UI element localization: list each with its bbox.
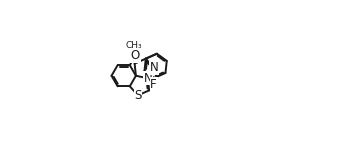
Text: N: N [143,72,152,85]
Text: F: F [150,78,157,91]
Text: S: S [134,89,142,102]
Text: O: O [131,49,140,62]
Text: N: N [150,61,158,74]
Text: CH₃: CH₃ [125,41,142,50]
